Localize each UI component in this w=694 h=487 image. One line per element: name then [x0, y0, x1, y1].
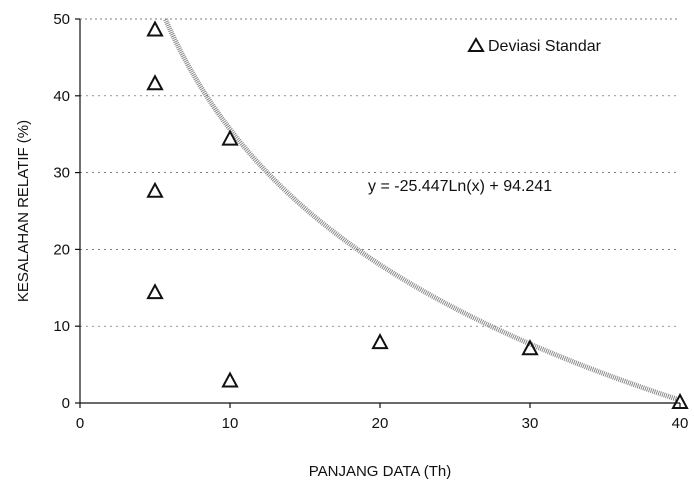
legend: Deviasi Standar — [467, 37, 602, 55]
y-tick-label: 0 — [62, 395, 70, 412]
y-tick-label: 50 — [53, 11, 70, 28]
trendline-curve — [163, 18, 680, 403]
axes — [79, 18, 680, 404]
grid-lines — [80, 95, 680, 327]
y-axis-title: KESALAHAN RELATIF (%) — [15, 120, 32, 302]
x-tick-label: 0 — [76, 415, 84, 432]
data-point-triangle — [221, 371, 239, 388]
trendline — [163, 18, 680, 403]
x-tick-label: 20 — [372, 415, 389, 432]
legend-triangle-icon — [467, 37, 485, 52]
trendline-equation: y = -25.447Ln(x) + 94.241 — [368, 178, 552, 195]
y-tick-label: 20 — [53, 241, 70, 258]
data-point-triangle — [146, 181, 164, 198]
legend-label: Deviasi Standar — [488, 38, 602, 55]
x-axis-title: PANJANG DATA (Th) — [309, 463, 452, 480]
data-point-triangle — [146, 283, 164, 300]
data-point-triangle — [146, 20, 164, 37]
y-tick-label: 30 — [53, 165, 70, 182]
data-point-triangle — [221, 129, 239, 146]
x-tick-label: 30 — [522, 415, 539, 432]
x-tick-label: 10 — [222, 415, 239, 432]
tick-marks: 0 10 20 30 40 50 0 10 20 30 40 — [53, 11, 688, 432]
data-point-triangle — [521, 339, 539, 356]
data-point-triangle — [371, 332, 389, 350]
y-tick-label: 10 — [53, 318, 70, 335]
data-points — [146, 20, 689, 409]
x-tick-label: 40 — [672, 415, 689, 432]
data-point-triangle — [146, 74, 164, 91]
y-tick-label: 40 — [53, 88, 70, 105]
data-point-triangle — [671, 392, 689, 409]
